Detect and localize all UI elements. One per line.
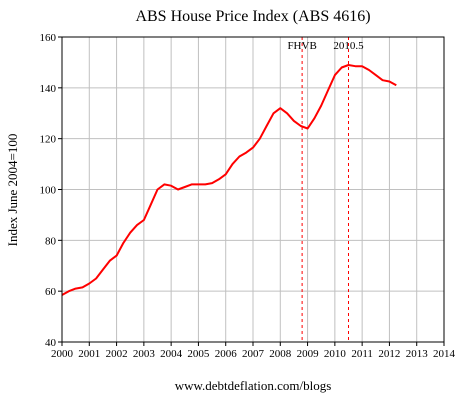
y-tick-label: 80 xyxy=(45,235,57,247)
annotation-label: FHVB xyxy=(287,40,316,52)
plot-frame xyxy=(61,36,445,343)
grid xyxy=(61,36,445,343)
y-tick-label: 40 xyxy=(45,337,57,349)
series-line xyxy=(61,64,397,296)
annotation-label: 2010.5 xyxy=(333,40,364,52)
y-tick-label: 60 xyxy=(45,286,57,298)
x-tick-label: 2012 xyxy=(378,348,400,360)
axes: 2000 2001 2002 2003 2004 2005 2006 2007 2008 2009… xyxy=(40,32,456,360)
x-tick-label: 2006 xyxy=(215,348,238,360)
x-tick-label: 2013 xyxy=(406,348,429,360)
x-tick-label: 2000 xyxy=(51,348,74,360)
x-tick-label: 2010 xyxy=(324,348,347,360)
x-tick-label: 2002 xyxy=(106,348,128,360)
x-tick-label: 2005 xyxy=(187,348,210,360)
x-tick-label: 2003 xyxy=(133,348,156,360)
annotations: FHVB 2010.5 xyxy=(287,37,364,342)
y-tick-label: 140 xyxy=(40,83,57,95)
x-tick-label: 2007 xyxy=(242,348,265,360)
x-tick-label: 2009 xyxy=(297,348,320,360)
y-tick-label: 120 xyxy=(40,134,57,146)
chart-title: ABS House Price Index (ABS 4616) xyxy=(135,8,370,25)
series xyxy=(61,64,397,296)
y-tick-label: 100 xyxy=(40,185,57,197)
footer-url: www.debtdeflation.com/blogs xyxy=(175,378,332,393)
x-tick-label: 2014 xyxy=(433,348,456,360)
x-tick-label: 2004 xyxy=(160,348,183,360)
y-axis-label: Index June 2004=100 xyxy=(5,134,20,247)
x-tick-label: 2001 xyxy=(78,348,100,360)
x-tick-label: 2011 xyxy=(351,348,373,360)
x-tick-label: 2008 xyxy=(269,348,292,360)
y-tick-label: 160 xyxy=(40,32,57,44)
